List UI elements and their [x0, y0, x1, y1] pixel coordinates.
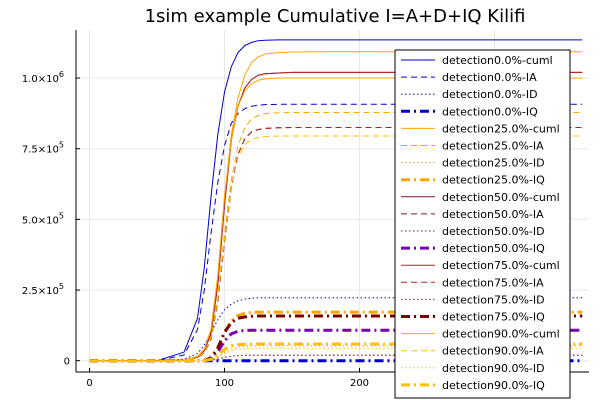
y-tick-label: 2.5×105 — [22, 282, 64, 297]
legend-entry-label: detection50.0%-cuml — [442, 191, 560, 204]
y-tick-mantissa: 1.0×10 — [22, 74, 59, 85]
series-line-detection90.0%-cuml — [89, 77, 583, 362]
x-tick-label: 100 — [215, 378, 234, 389]
legend-entry-label: detection75.0%-IA — [442, 276, 544, 289]
y-tick-label: 5.0×105 — [22, 211, 64, 226]
legend-entry-label: detection75.0%-ID — [442, 293, 545, 306]
y-tick-mantissa: 5.0×10 — [22, 215, 59, 226]
legend: detection0.0%-cuml detection0.0%-IA detect… — [394, 49, 571, 399]
legend-entry-label: detection90.0%-IA — [442, 345, 544, 358]
series-line-detection0.0%-cuml — [89, 39, 583, 362]
legend-entry-label: detection50.0%-ID — [442, 225, 545, 238]
series-line-detection0.0%-IA — [89, 103, 583, 362]
series-line-detection50.0%-IQ — [89, 328, 583, 363]
legend-box — [394, 49, 571, 399]
y-tick-exponent: 6 — [59, 70, 64, 79]
series-line-detection0.0%-ID — [89, 297, 583, 362]
y-tick-label: 1.0×106 — [22, 70, 64, 85]
y-tick-exponent: 5 — [59, 282, 64, 291]
legend-entry-label: detection75.0%-IQ — [442, 311, 545, 324]
y-tick-mantissa: 2.5×10 — [22, 286, 59, 297]
legend-entry-label: detection90.0%-IQ — [442, 379, 545, 392]
x-tick-label: 200 — [350, 378, 369, 389]
legend-entry-label: detection25.0%-cuml — [442, 122, 560, 135]
series-lines — [89, 39, 583, 363]
series-line-detection90.0%-IA — [89, 135, 583, 362]
legend-entry-label: detection50.0%-IQ — [442, 242, 545, 255]
legend-entry-label: detection90.0%-cuml — [442, 328, 560, 341]
legend-entry-label: detection0.0%-ID — [442, 88, 538, 101]
chart-title: 1sim example Cumulative I=A+D+IQ Kilifi — [145, 6, 526, 27]
legend-entry-label: detection50.0%-IA — [442, 208, 544, 221]
legend-entry-label: detection25.0%-IQ — [442, 174, 545, 187]
y-tick-exponent: 5 — [59, 141, 64, 150]
series-line-detection90.0%-IQ — [89, 342, 583, 363]
legend-entry-label: detection0.0%-cuml — [442, 54, 553, 67]
series-line-detection75.0%-ID — [89, 354, 583, 362]
legend-entry-label: detection25.0%-ID — [442, 157, 545, 170]
y-tick-label: 7.5×105 — [22, 141, 64, 156]
legend-entry-label: detection0.0%-IQ — [442, 105, 538, 118]
series-line-detection75.0%-IQ — [89, 314, 583, 363]
x-tick-label: 0 — [86, 378, 92, 389]
legend-entry-label: detection25.0%-IA — [442, 140, 544, 153]
y-tick-exponent: 5 — [59, 211, 64, 220]
y-tick-mantissa: 7.5×10 — [22, 145, 59, 156]
y-tick-label: 0 — [64, 357, 70, 368]
legend-entry-label: detection0.0%-IA — [442, 71, 537, 84]
series-line-detection90.0%-ID — [89, 347, 583, 362]
legend-entry-label: detection90.0%-ID — [442, 362, 545, 375]
legend-entry-label: detection75.0%-cuml — [442, 259, 560, 272]
